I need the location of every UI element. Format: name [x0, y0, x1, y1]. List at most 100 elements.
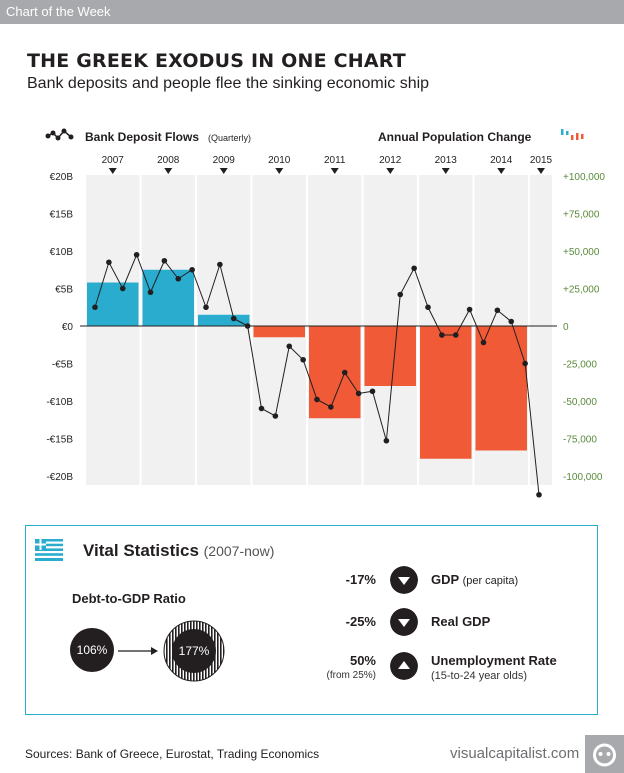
deposit-flow-point [203, 304, 209, 311]
legend-bar-icon [561, 129, 564, 135]
real-gdp-value: -25% [345, 614, 376, 629]
deposit-flow-point [411, 265, 417, 272]
deposit-flow-point [300, 356, 306, 363]
deposit-flow-point [175, 275, 182, 282]
deposit-flow-point [425, 304, 431, 311]
year-label-2014: 2014 [490, 155, 513, 166]
left-tick-label: €0 [62, 322, 74, 333]
bar-2012 [364, 326, 416, 386]
deposit-flow-point [92, 304, 98, 311]
deposit-flow-point [522, 360, 528, 367]
down-icon [390, 608, 418, 636]
greek-flag-icon [35, 539, 63, 561]
year-marker-2010 [275, 168, 284, 174]
debt-after-label: 177% [172, 629, 216, 673]
legend-line-qualifier: (Quarterly) [208, 133, 251, 143]
page-title: THE GREEK EXODUS IN ONE CHART [27, 50, 406, 72]
deposit-flow-point [383, 437, 390, 444]
bar-2011 [309, 326, 361, 419]
vital-statistics-panel [25, 525, 598, 715]
left-tick-label: -€5B [52, 360, 73, 371]
visual-capitalist-logo-icon [585, 735, 624, 773]
unemployment-label: Unemployment Rate [431, 653, 557, 668]
gdp-per-capita-value: -17% [345, 572, 376, 587]
arrow-right-icon [118, 647, 158, 655]
right-tick-label: +50,000 [563, 247, 600, 258]
bar-2009 [198, 314, 250, 326]
year-label-2010: 2010 [268, 155, 291, 166]
deposit-flow-point [314, 396, 320, 403]
unemployment-value: 50% [349, 653, 376, 668]
year-marker-2009 [219, 168, 228, 174]
legend-bar-icon [576, 133, 579, 140]
deposit-flow-point [189, 266, 195, 273]
year-marker-2008 [164, 168, 173, 174]
deposit-flow-point [452, 332, 459, 338]
right-tick-label: -25,000 [563, 360, 597, 371]
deposit-flow-point [147, 289, 154, 296]
deposit-flow-point [494, 307, 501, 314]
left-tick-label: €10B [50, 247, 74, 258]
debt-after-value: 177% [178, 644, 210, 658]
right-tick-label: -50,000 [563, 397, 597, 408]
bar-2008 [142, 269, 194, 326]
vital-statistics-title: Vital Statistics (2007-now) [83, 541, 274, 561]
sources: Sources: Bank of Greece, Eurostat, Tradi… [25, 747, 320, 761]
legend-bar-label: Annual Population Change [378, 130, 532, 144]
real-gdp-label: Real GDP [431, 614, 491, 629]
bar-2007 [87, 282, 139, 326]
right-tick-label: +75,000 [563, 210, 600, 221]
deposit-flow-point [258, 405, 265, 412]
page-subtitle: Bank deposits and people flee the sinkin… [27, 75, 430, 92]
year-label-2009: 2009 [213, 155, 236, 166]
deposit-flow-point [272, 413, 279, 419]
deposit-flow-point [536, 491, 542, 498]
bar-2013 [420, 326, 472, 459]
unemployment-sub-label: (15-to-24 year olds) [431, 670, 527, 682]
year-label-2007: 2007 [102, 155, 125, 166]
left-tick-label: €20B [50, 172, 74, 183]
vital-statistics-period: (2007-now) [203, 543, 275, 559]
deposit-flow-point [106, 259, 112, 266]
year-marker-2012 [386, 168, 395, 174]
debt-after-circle [163, 620, 225, 682]
banner-label: Chart of the Week [6, 4, 111, 19]
left-tick-label: €15B [50, 210, 74, 221]
left-tick-label: -€10B [46, 397, 73, 408]
deposit-flow-point [161, 257, 168, 264]
up-icon [390, 652, 418, 680]
left-tick-label: -€15B [46, 435, 73, 446]
year-label-2013: 2013 [435, 155, 458, 166]
year-label-2011: 2011 [324, 155, 346, 166]
brand-link[interactable]: visualcapitalist.com [450, 745, 580, 762]
gdp-per-capita-label: GDP (per capita) [431, 572, 518, 587]
deposit-flow-point [119, 285, 126, 292]
deposit-flow-point [244, 323, 251, 329]
year-band-2007 [86, 175, 140, 485]
right-tick-label: +25,000 [563, 285, 600, 296]
bar-2010 [253, 326, 305, 338]
year-label-2008: 2008 [157, 155, 180, 166]
debt-before-value: 106% [76, 643, 108, 657]
deposit-flow-point [369, 388, 376, 395]
deposit-population-chart: 2007 2008 2009 2010 2011 2012 2013 2014 2015 €20B… [45, 128, 605, 498]
legend-bar-icon [566, 131, 569, 135]
right-tick-label: -75,000 [563, 435, 597, 446]
year-band-2009 [197, 175, 251, 485]
year-marker-2013 [441, 168, 450, 174]
unemployment-previous: (from 25%) [326, 670, 376, 681]
legend-line-icon-point [68, 134, 74, 140]
year-marker-2014 [497, 168, 506, 174]
deposit-flow-point [328, 404, 334, 410]
legend-bar-icon [571, 135, 574, 140]
gdp-label-note: (per capita) [462, 575, 519, 587]
legend-line-icon-point [55, 135, 61, 141]
bar-2014 [475, 326, 527, 451]
deposit-flow-point [397, 291, 404, 298]
left-tick-label: €5B [55, 285, 73, 296]
deposit-flow-point [355, 390, 362, 397]
year-marker-2007 [108, 168, 117, 174]
deposit-flow-point [466, 306, 473, 313]
year-label-2012: 2012 [379, 155, 402, 166]
deposit-flow-point [217, 261, 223, 268]
